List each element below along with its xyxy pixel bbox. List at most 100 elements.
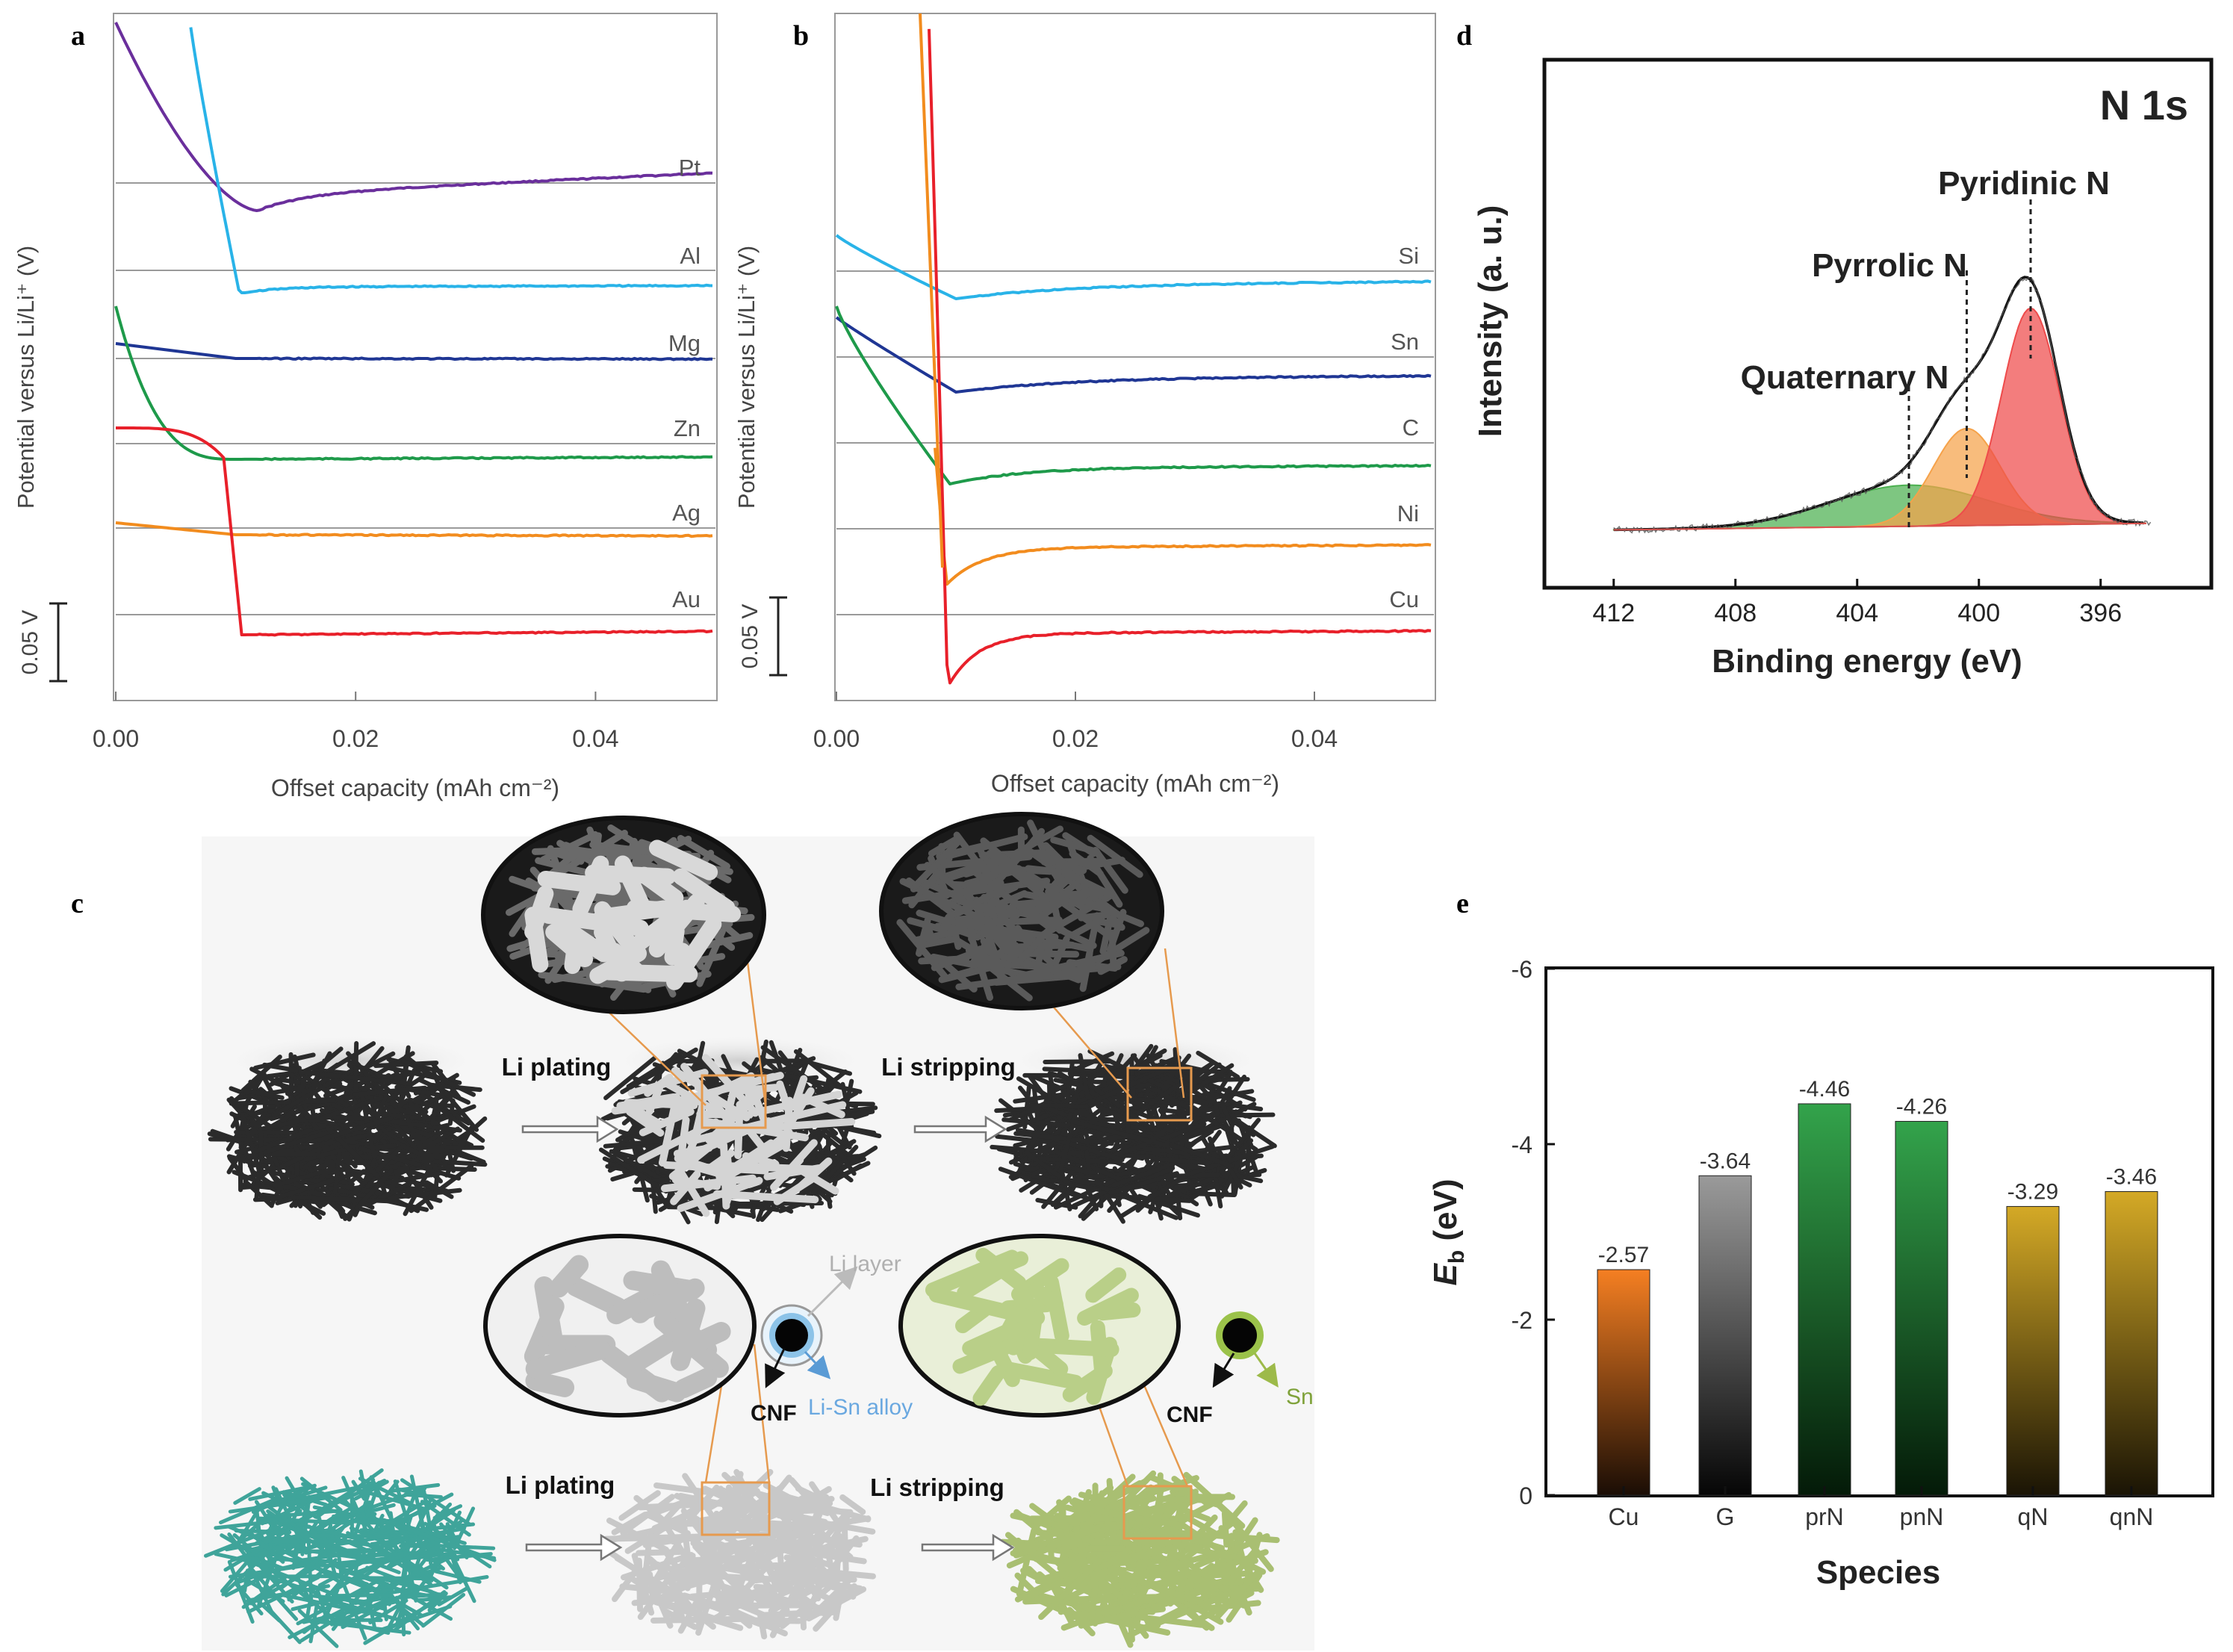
fiber	[525, 1370, 575, 1397]
fiber	[363, 1075, 425, 1117]
fiber	[671, 1176, 721, 1190]
fiber	[403, 1081, 444, 1116]
fiber	[347, 1164, 374, 1222]
fiber	[1085, 1267, 1127, 1303]
fiber	[203, 1526, 279, 1558]
fiber	[677, 1599, 700, 1634]
fiber	[712, 1190, 819, 1204]
series-label-si: Si	[1398, 243, 1419, 269]
fiber	[401, 1058, 476, 1097]
fiber	[1216, 1146, 1243, 1190]
fiber	[240, 1112, 261, 1173]
panel-label-e: e	[1456, 888, 1469, 919]
fiber	[1095, 1061, 1181, 1102]
fiber	[275, 1146, 323, 1171]
fiber	[833, 1583, 845, 1621]
fiber	[346, 1540, 376, 1556]
panel-label-a: a	[71, 20, 85, 52]
bar-prn	[1798, 1103, 1851, 1496]
fiber	[716, 1083, 739, 1149]
fiber	[966, 928, 993, 1002]
y-axis-label-e: Eb (eV)	[1427, 1179, 1469, 1285]
fiber	[404, 1533, 414, 1589]
fiber	[553, 917, 612, 963]
fiber	[258, 1516, 347, 1525]
fiber	[1137, 1578, 1200, 1605]
fiber	[1220, 1102, 1234, 1128]
fiber	[1049, 1567, 1127, 1609]
x-axis-label-a: Offset capacity (mAh cm⁻²)	[271, 774, 559, 801]
zoom-box	[701, 1481, 771, 1536]
fiber	[354, 1168, 394, 1211]
fiber	[430, 1092, 440, 1127]
fiber	[980, 928, 1032, 941]
zoom-view-li-blobs	[524, 839, 742, 990]
fiber	[229, 1086, 265, 1103]
fiber	[810, 1512, 848, 1554]
zoom-line	[753, 1344, 771, 1483]
fiber	[409, 1164, 474, 1214]
fiber	[251, 1483, 317, 1515]
fiber	[1096, 1572, 1114, 1600]
fiber	[311, 1095, 384, 1124]
fiber	[261, 1491, 302, 1513]
fiber	[729, 1084, 779, 1096]
fiber	[1023, 1150, 1075, 1188]
fiber	[674, 1165, 710, 1217]
fiber	[913, 925, 972, 943]
plot-frame-b	[834, 13, 1436, 701]
zoom-box	[701, 1074, 767, 1129]
fiber	[300, 1494, 311, 1556]
y-tick-label: -2	[1512, 1307, 1532, 1334]
fiber	[380, 1584, 388, 1621]
curves-a	[114, 22, 713, 637]
fiber	[388, 1165, 403, 1193]
fiber	[1010, 1512, 1074, 1531]
fiber	[1216, 1102, 1257, 1124]
fiber	[626, 1370, 687, 1403]
fiber	[953, 831, 984, 869]
x-tick-label: 0.02	[1052, 725, 1099, 752]
fiber	[630, 1138, 650, 1203]
fiber	[673, 1072, 755, 1114]
legend-sn: CNF Sn	[1167, 1311, 1314, 1427]
fiber	[219, 1495, 281, 1525]
fiber	[1096, 1104, 1149, 1131]
x-tick-label: 400	[1957, 599, 2000, 627]
series-labels-a: Pt Al Mg Zn Ag Au	[668, 155, 701, 612]
fiber	[998, 1167, 1079, 1198]
fiber	[668, 1570, 686, 1624]
series-label-mg: Mg	[668, 330, 701, 356]
fiber	[642, 1533, 699, 1548]
fiber	[836, 1148, 857, 1176]
fiber	[1146, 1058, 1181, 1124]
fiber	[1046, 937, 1090, 952]
x-tick-label: 412	[1592, 599, 1635, 627]
mat-cnf-sn	[203, 1468, 497, 1648]
fiber	[298, 1071, 361, 1116]
peak-label-pyrrolic-n: Pyrrolic N	[1812, 247, 1967, 284]
fiber	[1089, 1168, 1125, 1224]
fiber	[1122, 1603, 1161, 1629]
fiber	[1119, 1170, 1195, 1218]
fiber	[353, 1552, 410, 1575]
x-category-label: pnN	[1900, 1503, 1944, 1530]
fiber	[1016, 1527, 1037, 1597]
fiber	[626, 1102, 663, 1128]
fiber	[1047, 1071, 1057, 1097]
shadow-ellipse	[590, 1031, 889, 1090]
fiber	[351, 1479, 367, 1501]
fiber	[664, 1080, 732, 1122]
fiber	[783, 1539, 848, 1563]
legend-cnf-label-bottom: CNF	[1167, 1403, 1213, 1427]
fiber	[757, 1612, 768, 1640]
fiber	[1056, 1499, 1071, 1540]
x-tick-label: 408	[1714, 599, 1757, 627]
fiber	[918, 955, 970, 965]
fiber	[770, 1139, 818, 1191]
fiber	[1161, 1066, 1256, 1102]
zoom-line	[745, 955, 767, 1106]
fiber	[945, 906, 1055, 925]
fiber	[369, 1111, 434, 1122]
